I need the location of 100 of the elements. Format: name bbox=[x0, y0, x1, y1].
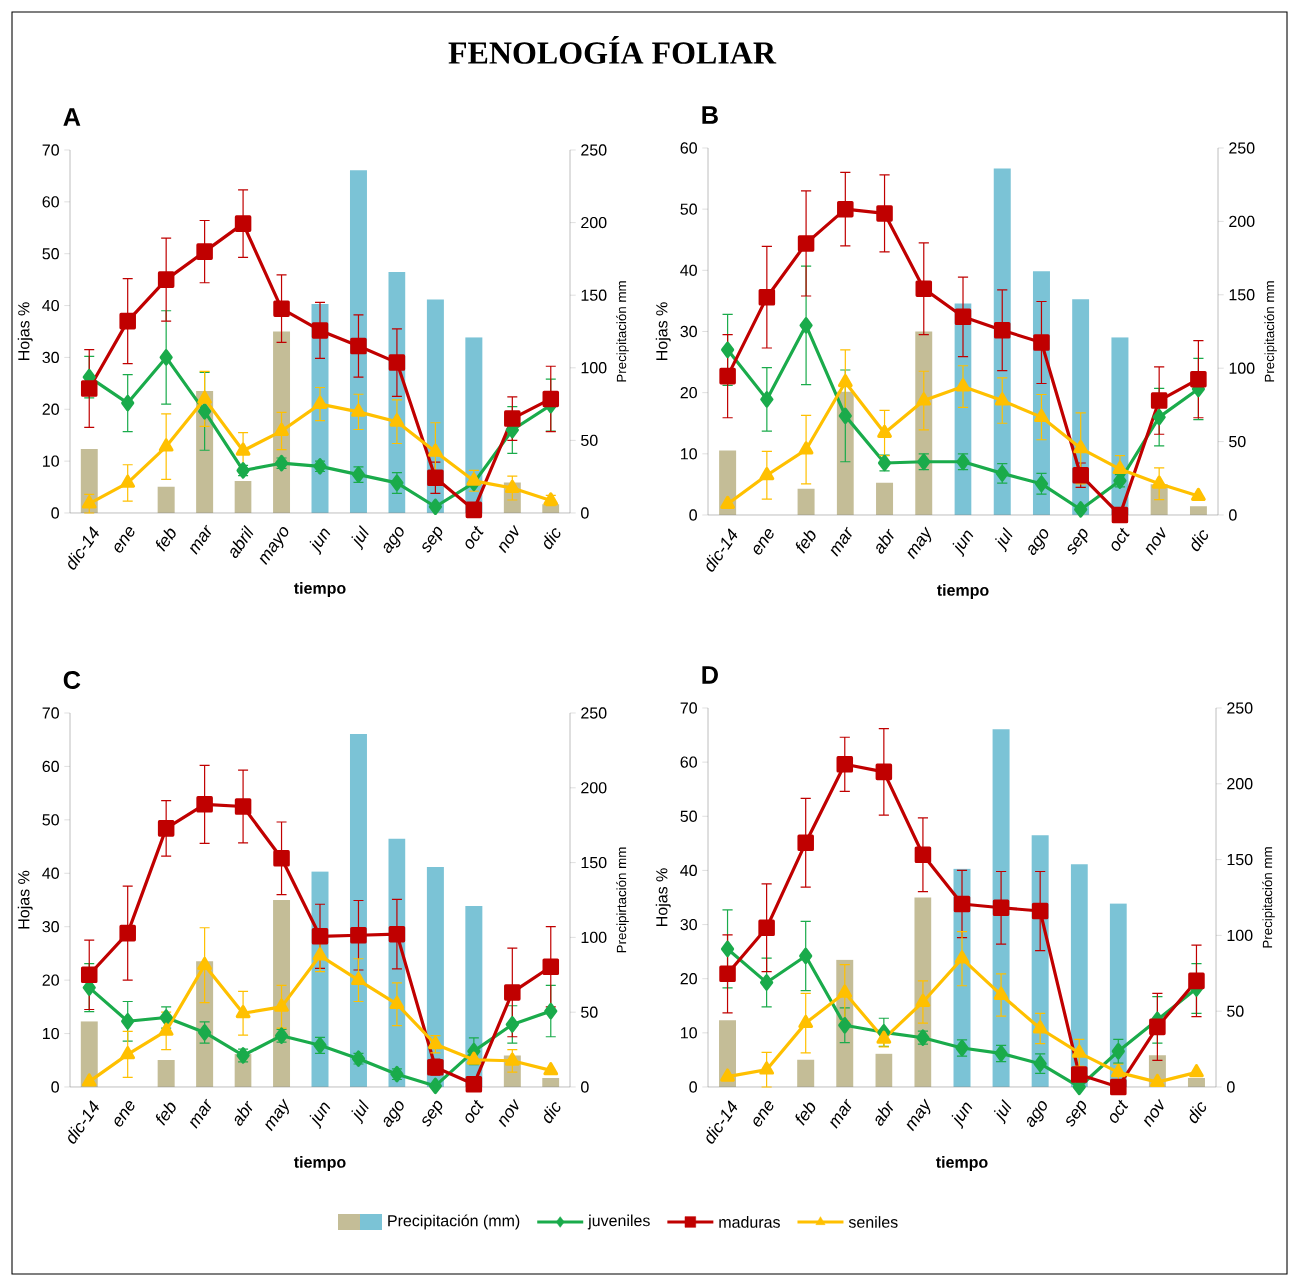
y2-tick-label: 150 bbox=[581, 289, 607, 301]
y-tick-label: 10 bbox=[681, 1027, 697, 1039]
y2-tick-label: 200 bbox=[1229, 215, 1255, 228]
x-axis-title: tiempo bbox=[293, 1156, 346, 1172]
x-tick-label: jul bbox=[993, 1098, 1012, 1125]
y-tick-label: 0 bbox=[51, 507, 59, 519]
x-tick-label: dic bbox=[543, 528, 561, 550]
x-tick-label: ene bbox=[114, 527, 135, 553]
y-tick-label: 60 bbox=[680, 756, 697, 768]
x-tick-label: sep bbox=[1067, 528, 1088, 555]
y-tick-label: 0 bbox=[689, 1081, 697, 1093]
y2-tick-label: 0 bbox=[581, 507, 589, 519]
x-tick-label: feb bbox=[795, 1102, 816, 1126]
y-tick-label: 60 bbox=[42, 760, 59, 773]
x-tick-label: ene bbox=[114, 1101, 135, 1127]
y2-tick-label: 150 bbox=[1227, 853, 1253, 866]
y-tick-label: 20 bbox=[42, 974, 59, 986]
y-axis-title: Hojas % bbox=[655, 868, 671, 926]
x-tick-label: dic bbox=[543, 1102, 561, 1124]
x-tick-label: ago bbox=[1026, 1100, 1047, 1128]
y2-tick-label: 100 bbox=[581, 931, 607, 944]
y-tick-label: 30 bbox=[680, 918, 697, 931]
x-tick-label: oct bbox=[1111, 527, 1130, 551]
y-tick-label: 20 bbox=[680, 386, 697, 399]
x-tick-label: jul bbox=[995, 526, 1013, 553]
x-tick-label: ago bbox=[383, 1100, 404, 1128]
y2-tick-label: 50 bbox=[1229, 435, 1246, 448]
x-tick-label: sep bbox=[422, 1100, 443, 1127]
y-tick-label: 20 bbox=[42, 403, 59, 415]
chart-title: B bbox=[702, 106, 718, 124]
y-tick-label: 50 bbox=[42, 248, 59, 260]
y-tick-label: 60 bbox=[680, 142, 697, 154]
y2-tick-label: 100 bbox=[1229, 362, 1255, 374]
y-tick-label: 40 bbox=[42, 867, 59, 879]
y-tick-label: 70 bbox=[42, 707, 59, 719]
chart-title: D bbox=[702, 666, 718, 684]
x-tick-label: nov bbox=[1143, 1098, 1164, 1128]
chart-title: A bbox=[63, 108, 81, 126]
y2-axis-title: Precipitación mm bbox=[1264, 281, 1277, 382]
x-tick-label: nov bbox=[498, 1098, 519, 1128]
y2-axis-title: Precipitación mm bbox=[1262, 847, 1275, 948]
y2-tick-label: 50 bbox=[581, 434, 598, 447]
y2-tick-label: 50 bbox=[581, 1006, 598, 1018]
x-tick-label: ene bbox=[753, 1101, 774, 1127]
y-tick-label: 70 bbox=[680, 702, 697, 714]
legend-label: Precipitación (mm) bbox=[388, 1214, 520, 1230]
y-tick-label: 30 bbox=[42, 921, 59, 933]
y-tick-label: 50 bbox=[680, 203, 697, 215]
y-tick-label: 70 bbox=[42, 144, 59, 156]
x-tick-label: ago bbox=[1028, 528, 1049, 556]
y2-tick-label: 250 bbox=[581, 144, 607, 156]
y-axis-title: Hojas % bbox=[17, 870, 33, 929]
y-tick-label: 40 bbox=[680, 864, 697, 877]
y2-tick-label: 200 bbox=[581, 782, 607, 794]
y2-tick-label: 0 bbox=[581, 1081, 589, 1093]
x-tick-label: sep bbox=[422, 526, 443, 553]
y-axis-title: Hojas % bbox=[655, 302, 671, 360]
legend-label: seniles bbox=[848, 1216, 898, 1228]
x-tick-label: oct bbox=[465, 525, 484, 549]
x-axis-title: tiempo bbox=[936, 584, 989, 600]
y-tick-label: 50 bbox=[42, 814, 59, 826]
x-tick-label: jun bbox=[952, 530, 974, 557]
y-tick-label: 50 bbox=[680, 810, 697, 822]
x-tick-label: ene bbox=[753, 529, 774, 555]
x-tick-label: oct bbox=[1109, 1099, 1129, 1123]
legend-label: juveniles bbox=[587, 1214, 650, 1230]
x-tick-label: feb bbox=[155, 528, 176, 552]
x-tick-label: nov bbox=[498, 524, 519, 554]
x-tick-label: abr bbox=[876, 528, 894, 554]
y2-tick-label: 100 bbox=[1227, 929, 1253, 942]
x-tick-label: dic bbox=[1191, 530, 1209, 552]
y2-tick-label: 250 bbox=[1229, 142, 1255, 154]
y2-tick-label: 250 bbox=[581, 707, 607, 719]
y-tick-label: 0 bbox=[51, 1081, 59, 1093]
x-tick-label: ago bbox=[383, 526, 404, 554]
x-axis-title: tiempo bbox=[935, 1156, 988, 1172]
legend-label: maduras bbox=[719, 1216, 780, 1228]
x-tick-label: abr bbox=[875, 1100, 894, 1126]
y-tick-label: 0 bbox=[689, 509, 697, 521]
x-tick-label: jun bbox=[309, 1102, 331, 1129]
y2-tick-label: 50 bbox=[1227, 1005, 1244, 1017]
y-tick-label: 20 bbox=[680, 973, 697, 985]
x-tick-label: feb bbox=[795, 530, 816, 554]
x-tick-label: feb bbox=[155, 1102, 176, 1126]
y-axis-title: Hojas % bbox=[17, 302, 33, 360]
y2-tick-label: 0 bbox=[1229, 509, 1237, 521]
y-tick-label: 40 bbox=[42, 299, 59, 312]
y2-tick-label: 200 bbox=[581, 216, 607, 229]
y2-tick-label: 200 bbox=[1227, 778, 1253, 790]
y-tick-label: 60 bbox=[42, 196, 59, 208]
x-tick-label: abr bbox=[234, 1100, 253, 1126]
y-tick-label: 10 bbox=[43, 455, 59, 467]
y2-tick-label: 150 bbox=[581, 856, 607, 869]
y-tick-label: 30 bbox=[42, 351, 59, 364]
text: FENOLOGÍA FOLIAR bbox=[448, 36, 777, 64]
x-axis-title: tiempo bbox=[293, 582, 346, 598]
y2-tick-label: 0 bbox=[1227, 1081, 1235, 1093]
x-tick-label: jul bbox=[351, 524, 369, 551]
chart-title: C bbox=[63, 671, 81, 689]
x-tick-label: dic bbox=[1189, 1102, 1207, 1124]
